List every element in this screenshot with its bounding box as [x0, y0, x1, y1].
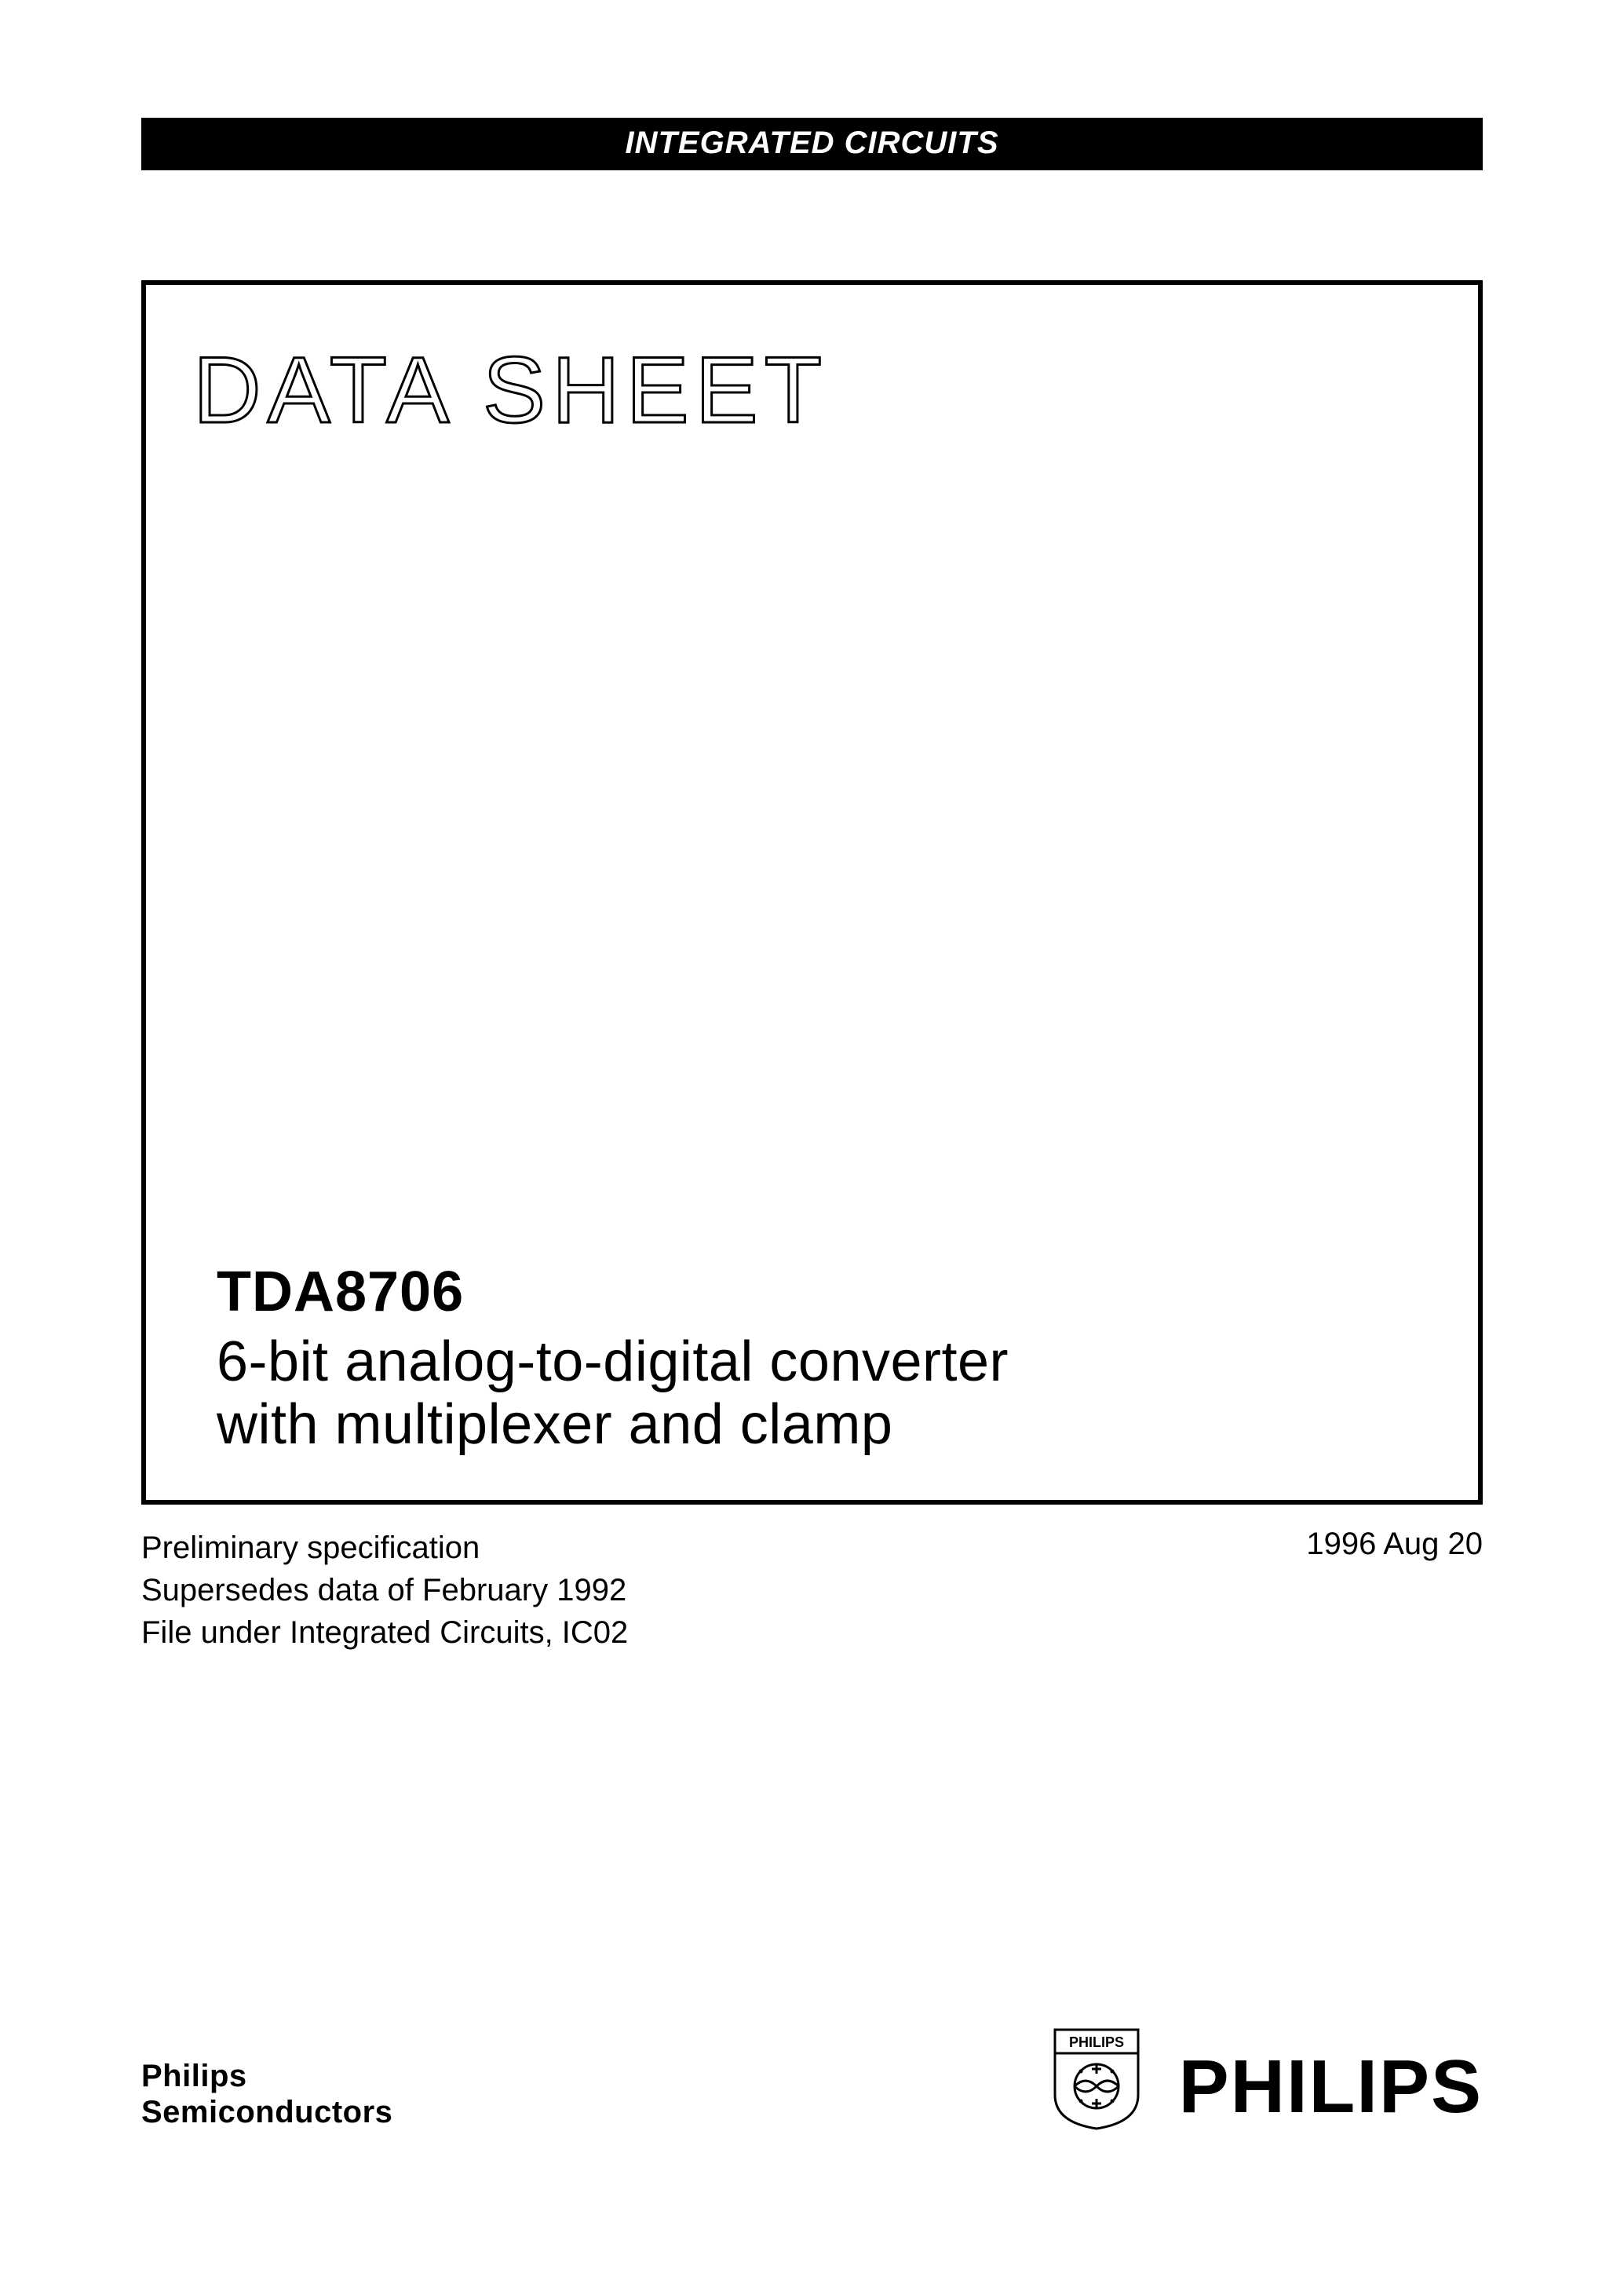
philips-wordmark: PHILIPS [1179, 2044, 1483, 2130]
brand-logos: PHILIPS PHILIPS [1053, 2028, 1483, 2130]
brand-line2: Semiconductors [141, 2094, 392, 2130]
spec-notes: Preliminary specification Supersedes dat… [141, 1527, 628, 1654]
title-box: DATA SHEET TDA8706 6-bit analog-to-digit… [141, 280, 1483, 1505]
file-under-note: File under Integrated Circuits, IC02 [141, 1611, 628, 1654]
document-type-title: DATA SHEET [193, 340, 1057, 442]
brand-line1: Philips [141, 2058, 392, 2094]
product-info: TDA8706 6-bit analog-to-digital converte… [217, 1260, 1431, 1457]
data-sheet-text-path: DATA SHEET [193, 340, 828, 442]
part-number: TDA8706 [217, 1260, 1431, 1324]
part-description-line2: with multiplexer and clamp [217, 1393, 1431, 1457]
brand-division: Philips Semiconductors [141, 2058, 392, 2130]
philips-shield-icon: PHILIPS [1053, 2028, 1140, 2130]
shield-label-text: PHILIPS [1069, 2034, 1124, 2050]
document-date: 1996 Aug 20 [1306, 1527, 1483, 1654]
supersedes-note: Supersedes data of February 1992 [141, 1569, 628, 1611]
spec-status: Preliminary specification [141, 1527, 628, 1569]
data-sheet-outline-text: DATA SHEET [193, 340, 1057, 442]
datasheet-cover-page: INTEGRATED CIRCUITS DATA SHEET TDA8706 6… [141, 118, 1483, 2177]
document-metadata: Preliminary specification Supersedes dat… [141, 1527, 1483, 1654]
part-description-line1: 6-bit analog-to-digital converter [217, 1330, 1431, 1394]
page-footer: Philips Semiconductors PHILIPS PHILIPS [141, 2028, 1483, 2130]
category-header: INTEGRATED CIRCUITS [141, 118, 1483, 170]
